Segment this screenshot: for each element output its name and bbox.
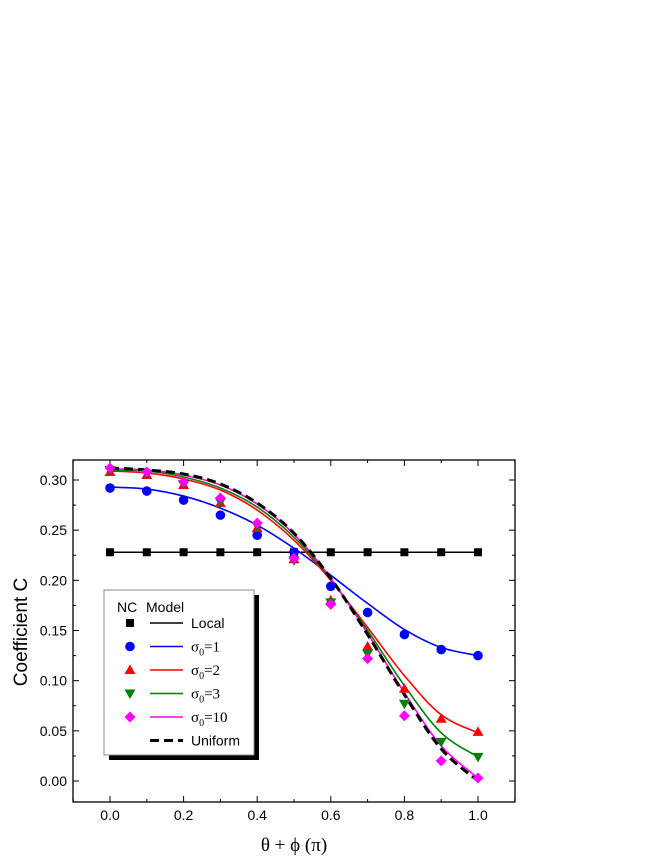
nc-point-4 <box>214 492 226 504</box>
y-axis-label: Coefficient C <box>11 578 32 686</box>
y-tick-label: 0.25 <box>40 522 67 538</box>
nc-point-0 <box>216 548 225 557</box>
x-tick-label: 0.4 <box>247 807 267 823</box>
nc-point-1 <box>399 629 410 640</box>
nc-point-0 <box>253 548 262 557</box>
nc-point-1 <box>362 607 373 618</box>
nc-point-4 <box>141 466 153 478</box>
legend-label: σ0=1 <box>191 640 220 659</box>
legend-marker <box>124 664 136 674</box>
nc-point-4 <box>472 772 484 784</box>
legend-label: Local <box>191 615 224 631</box>
y-tick-label: 0.20 <box>40 572 67 588</box>
nc-point-1 <box>215 510 226 520</box>
x-tick-label: 0.8 <box>395 807 415 823</box>
nc-point-1 <box>473 650 483 661</box>
nc-point-4 <box>288 552 300 564</box>
nc-point-1 <box>252 530 262 540</box>
x-tick-label: 0.2 <box>174 807 194 823</box>
y-tick-label: 0.05 <box>40 723 67 739</box>
nc-point-1 <box>178 495 189 505</box>
legend-marker <box>126 619 134 627</box>
nc-point-4 <box>178 476 190 488</box>
nc-point-3 <box>472 752 484 763</box>
x-tick-label: 0.0 <box>100 807 120 823</box>
legend-label: Uniform <box>191 733 240 749</box>
nc-point-2 <box>472 726 484 736</box>
nc-point-0 <box>142 548 151 557</box>
nc-point-0 <box>326 548 335 557</box>
nc-point-4 <box>251 517 263 529</box>
legend-marker <box>125 641 135 652</box>
nc-point-0 <box>363 548 372 557</box>
nc-point-3 <box>435 737 447 748</box>
nc-point-1 <box>105 483 115 493</box>
legend-marker <box>124 711 136 723</box>
legend-header-model: Model <box>146 599 184 615</box>
legend-label: σ0=2 <box>191 663 220 682</box>
legend-marker <box>124 689 136 699</box>
nc-point-2 <box>435 713 447 723</box>
nc-point-2 <box>362 641 374 651</box>
nc-point-1 <box>289 547 299 558</box>
nc-point-0 <box>400 548 409 557</box>
nc-point-1 <box>142 486 152 496</box>
model-line-2 <box>109 470 479 734</box>
y-tick-label: 0.10 <box>40 673 67 689</box>
nc-point-0 <box>437 548 446 557</box>
nc-point-2 <box>398 683 410 693</box>
nc-point-1 <box>436 644 447 655</box>
nc-point-1 <box>326 581 336 592</box>
legend-label: σ0=3 <box>191 687 220 706</box>
y-tick-label: 0.30 <box>40 472 67 488</box>
nc-point-3 <box>398 699 410 710</box>
nc-point-4 <box>362 653 374 665</box>
model-line-5 <box>109 466 479 783</box>
nc-point-4 <box>435 755 447 767</box>
nc-point-4 <box>398 710 410 722</box>
y-tick-label: 0.00 <box>40 773 67 789</box>
nc-point-0 <box>106 548 114 557</box>
y-tick-label: 0.15 <box>40 623 67 639</box>
legend-header-nc: NC <box>117 599 137 615</box>
nc-point-0 <box>474 548 482 557</box>
nc-point-4 <box>104 462 116 474</box>
x-tick-label: 0.6 <box>321 807 341 823</box>
model-line-3 <box>109 469 479 758</box>
x-tick-label: 1.0 <box>468 807 488 823</box>
nc-point-4 <box>325 598 337 610</box>
x-axis-label: θ + ϕ (π) <box>261 835 327 856</box>
nc-point-0 <box>179 548 188 557</box>
model-line-4 <box>109 468 479 779</box>
